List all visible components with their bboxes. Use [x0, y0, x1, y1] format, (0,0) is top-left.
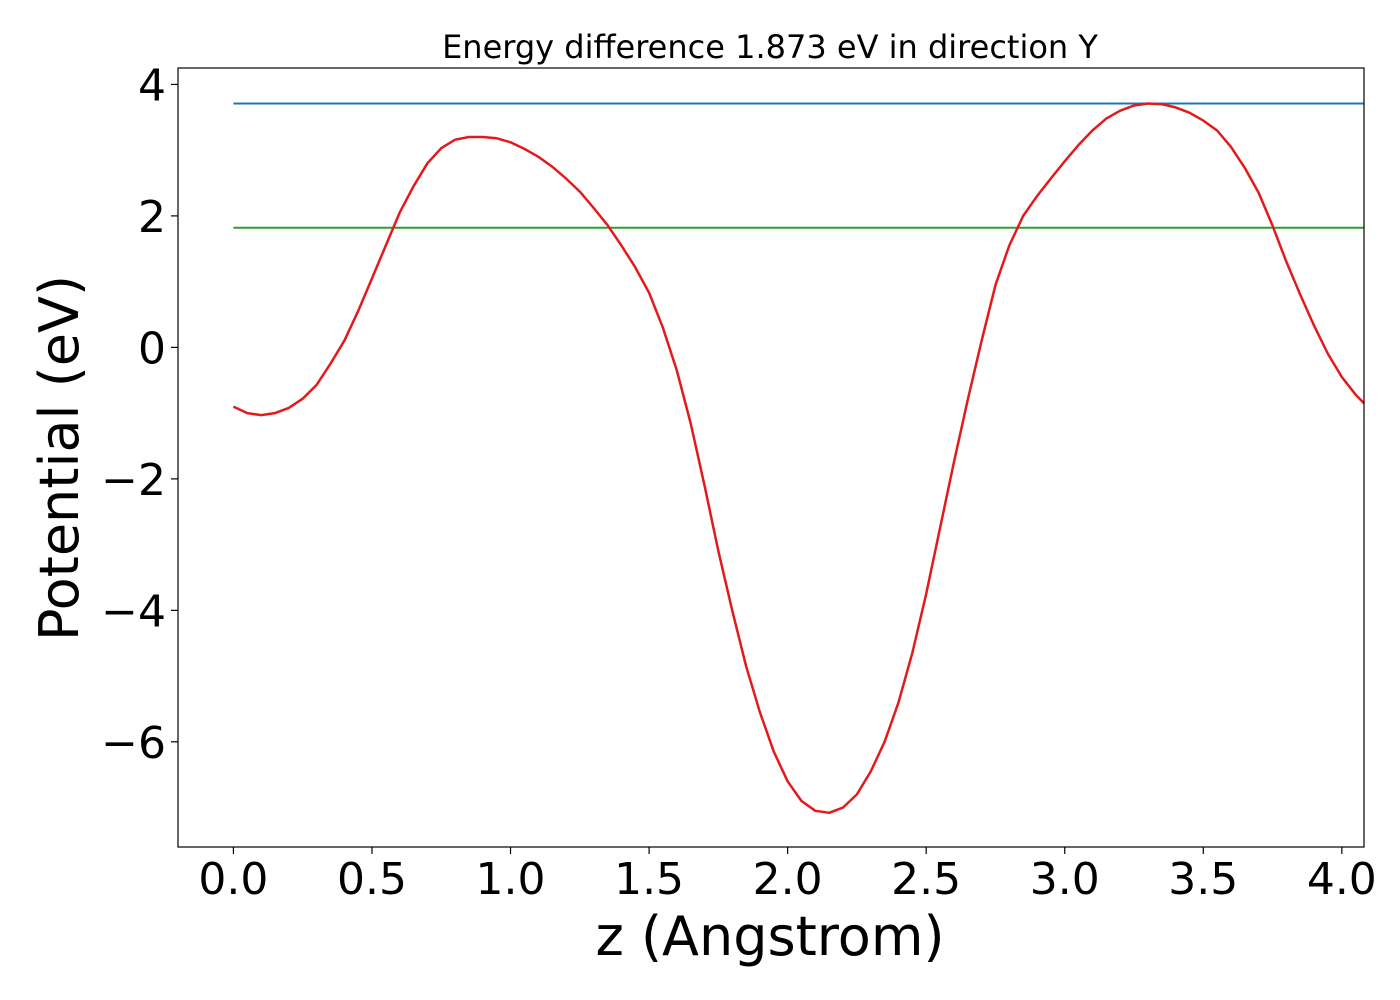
y-tick-label: 4	[138, 60, 166, 111]
x-tick-label: 2.0	[753, 854, 823, 905]
y-tick-label: 2	[138, 192, 166, 243]
x-tick-label: 4.0	[1307, 854, 1377, 905]
x-axis-label: z (Angstrom)	[595, 905, 944, 968]
x-axis: 0.0 0.5 1.0 1.5 2.0 2.5 3.0 3.5 4.0	[198, 847, 1377, 905]
x-tick-label: 3.5	[1168, 854, 1238, 905]
x-tick-label: 1.0	[476, 854, 546, 905]
plot-frame	[177, 67, 1365, 848]
x-tick-label: 3.0	[1030, 854, 1100, 905]
x-tick-label: 2.5	[891, 854, 961, 905]
x-tick-label: 1.5	[614, 854, 684, 905]
y-tick-label: −4	[101, 586, 166, 637]
y-axis: −6 −4 −2 0 2 4	[101, 60, 178, 769]
x-tick-label: 0.5	[337, 854, 407, 905]
y-tick-label: −6	[101, 718, 166, 769]
y-axis-label: Potential (eV)	[28, 275, 91, 641]
y-tick-label: 0	[138, 323, 166, 374]
y-tick-label: −2	[101, 455, 166, 506]
chart-title: Energy difference 1.873 eV in direction …	[442, 28, 1098, 66]
plot-lines	[232, 102, 1365, 815]
potential-curve	[232, 102, 1365, 815]
x-tick-label: 0.0	[198, 854, 268, 905]
